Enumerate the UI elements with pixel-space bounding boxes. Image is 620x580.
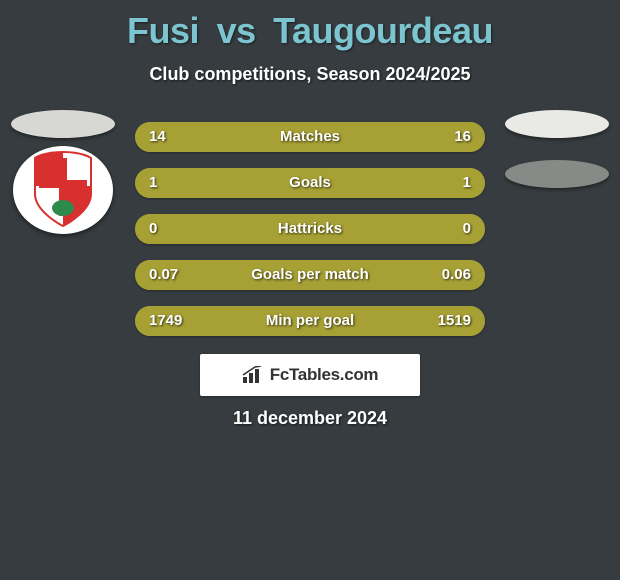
stat-row: 0.070.06Goals per match <box>135 260 485 290</box>
stat-row: 00Hattricks <box>135 214 485 244</box>
brand-text: FcTables.com <box>270 365 379 385</box>
infographic-root: Fusi vs Taugourdeau Club competitions, S… <box>0 0 620 580</box>
subtitle: Club competitions, Season 2024/2025 <box>0 64 620 85</box>
player2-name: Taugourdeau <box>273 10 493 51</box>
left-ellipse <box>11 110 115 138</box>
right-ellipse-2 <box>505 160 609 188</box>
page-title: Fusi vs Taugourdeau <box>0 0 620 52</box>
club-badge-left <box>13 146 113 234</box>
stat-row: 1416Matches <box>135 122 485 152</box>
stat-label: Goals <box>135 168 485 198</box>
shield-icon <box>13 146 113 234</box>
stat-label: Matches <box>135 122 485 152</box>
vs-label: vs <box>217 10 256 51</box>
bars-icon <box>242 366 264 384</box>
stat-label: Min per goal <box>135 306 485 336</box>
stat-row: 17491519Min per goal <box>135 306 485 336</box>
stat-label: Goals per match <box>135 260 485 290</box>
stat-bars: 1416Matches 11Goals 00Hattricks 0.070.06Goa… <box>135 122 485 352</box>
stat-row: 11Goals <box>135 168 485 198</box>
right-column <box>502 110 612 196</box>
right-ellipse-1 <box>505 110 609 138</box>
left-column <box>8 110 118 234</box>
player1-name: Fusi <box>127 10 199 51</box>
stat-label: Hattricks <box>135 214 485 244</box>
brand-badge: FcTables.com <box>200 354 420 396</box>
date-label: 11 december 2024 <box>0 408 620 429</box>
